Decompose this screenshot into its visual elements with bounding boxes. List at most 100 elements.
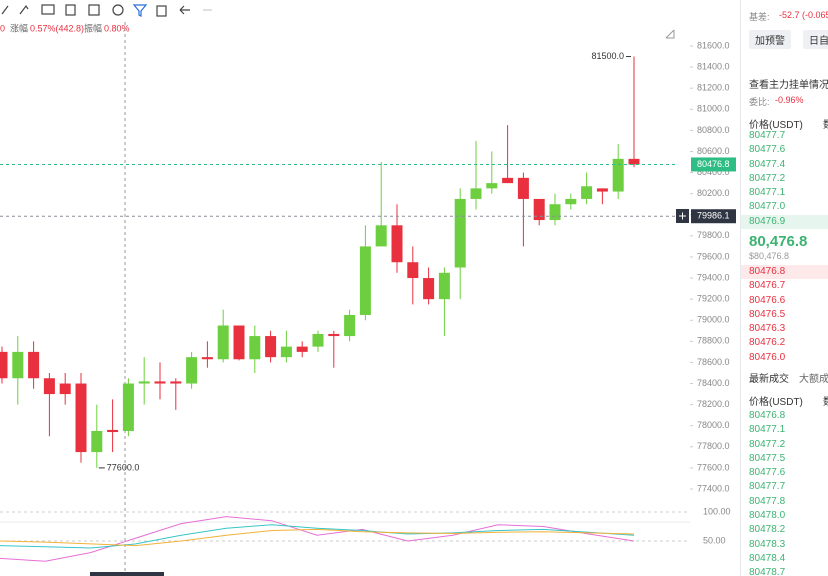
candle-body (138, 381, 150, 384)
y-tick-label: 78200.0 (697, 399, 730, 409)
tab-active[interactable]: 最新成交 (749, 374, 789, 385)
price-row: 80476.5 (749, 308, 786, 320)
candle-body (612, 158, 624, 192)
stat-label: 振幅 (84, 22, 102, 33)
price-row: 80477.7 (749, 481, 786, 493)
price-tag (691, 157, 736, 172)
price-row: 80476.8 (741, 265, 828, 280)
price-row: 80476.9 (741, 214, 828, 230)
candle-body (391, 225, 403, 263)
candle-body (628, 158, 640, 165)
trades: 80476.8 80477.1 80477.2 80477.5 80477.6 80477… (741, 409, 828, 576)
price-row: 80477.2 (749, 438, 786, 450)
y-tick-label: 78600.0 (697, 357, 730, 367)
candle-body (107, 429, 119, 433)
book-header: 价格(USDT) (749, 120, 803, 131)
price-row: 80478.2 (749, 524, 786, 536)
expand-icon[interactable] (665, 29, 675, 39)
price-row: 80477.7 (749, 130, 786, 141)
candle-body (344, 314, 356, 337)
price-row: 80478.0 (749, 510, 786, 522)
ratio-label: 委比: (749, 97, 770, 107)
y-tick-label: 81400.0 (697, 61, 730, 71)
candle-body (549, 204, 561, 221)
candle-body (154, 381, 166, 384)
alert-button[interactable]: 加预警 (749, 30, 791, 49)
y-tick-label: 79000.0 (697, 315, 730, 325)
y-tick-label: 80600.0 (697, 146, 730, 156)
price-tag-label: 79986.1 (697, 211, 730, 221)
candle-body (28, 351, 40, 379)
depth-link[interactable]: 查看主力挂单情况 (749, 80, 828, 91)
candle-body (438, 272, 450, 300)
candle-body (186, 357, 198, 384)
stat-value: 0.57%(442.8) (30, 23, 84, 33)
y-tick-label: 81000.0 (697, 104, 730, 114)
stat-value: 0 (0, 23, 5, 33)
y-tick-label: 50.00 (703, 535, 726, 545)
basis-label: 基差: (749, 12, 770, 22)
candle-body (59, 383, 71, 395)
auto-button[interactable]: 日自 (803, 30, 828, 49)
y-tick-label: 77800.0 (697, 441, 730, 451)
candle-body (423, 278, 435, 300)
candle-body (502, 177, 514, 184)
price-row: 80477.6 (749, 144, 786, 156)
candle-body (517, 177, 529, 199)
trades-header: 价格(USDT) (749, 397, 803, 408)
indicator-line (0, 528, 635, 547)
price-row: 80477.2 (749, 172, 786, 184)
candle-body (407, 262, 419, 279)
y-tick-label: 80400.0 (697, 167, 730, 177)
price-row: 80478.3 (749, 538, 786, 550)
indicator-line (0, 524, 635, 549)
price-row: 80477.5 (749, 452, 786, 464)
y-tick-label: 100.00 (703, 506, 731, 516)
plus-icon (679, 212, 686, 220)
tab[interactable]: 大额成 (799, 374, 828, 385)
candle-body (296, 346, 308, 352)
candle-body (375, 225, 387, 247)
candle-body (312, 333, 324, 347)
candle-body (328, 333, 340, 337)
price-row: 80478.4 (749, 552, 786, 564)
y-tick-label: 81200.0 (697, 83, 730, 93)
price-tag-label: 80476.8 (697, 159, 730, 169)
y-tick-label: 80800.0 (697, 125, 730, 135)
high-marker: 81500.0 (591, 51, 624, 61)
candle-body (201, 357, 213, 360)
y-tick-label: 78800.0 (697, 336, 730, 346)
toolbar-icons[interactable] (1, 4, 212, 17)
candle-body (454, 198, 466, 268)
candle-body (12, 351, 24, 379)
candle-body (249, 336, 261, 360)
candle-body (581, 186, 593, 199)
ratio-value: -0.96% (775, 95, 804, 105)
y-tick-label: 79400.0 (697, 272, 730, 282)
basis-value: -52.7 (-0.065 (779, 10, 828, 20)
candle-body (0, 351, 8, 379)
book-header: 数 (823, 116, 828, 131)
candle-body (265, 336, 277, 358)
candle-body (43, 378, 55, 395)
side-panel: 基差: -52.7 (-0.065 加预警 日自 查看主力挂单情况 委比: -0… (740, 0, 828, 576)
candle-body (565, 198, 577, 205)
candle-body (280, 346, 292, 358)
price-row: 80478.7 (749, 567, 786, 576)
candle-body (217, 325, 229, 360)
candle-body (170, 381, 182, 384)
price-row: 80476.8 (749, 410, 786, 421)
price-row: 80477.1 (749, 187, 786, 199)
stat-label: 涨幅 (10, 22, 28, 33)
stat-value: 0.80% (104, 23, 130, 33)
candle-body (359, 246, 371, 315)
price-row: 80476.3 (749, 323, 786, 335)
candle-body (75, 383, 87, 453)
y-tick-label: 78400.0 (697, 378, 730, 388)
price-row: 80477.8 (749, 495, 786, 507)
price-tag (691, 209, 736, 224)
bids: 80476.8 80476.7 80476.6 80476.5 80476.3 80476… (741, 265, 828, 365)
y-tick-label: 78000.0 (697, 420, 730, 430)
scrollbar[interactable] (90, 572, 164, 576)
